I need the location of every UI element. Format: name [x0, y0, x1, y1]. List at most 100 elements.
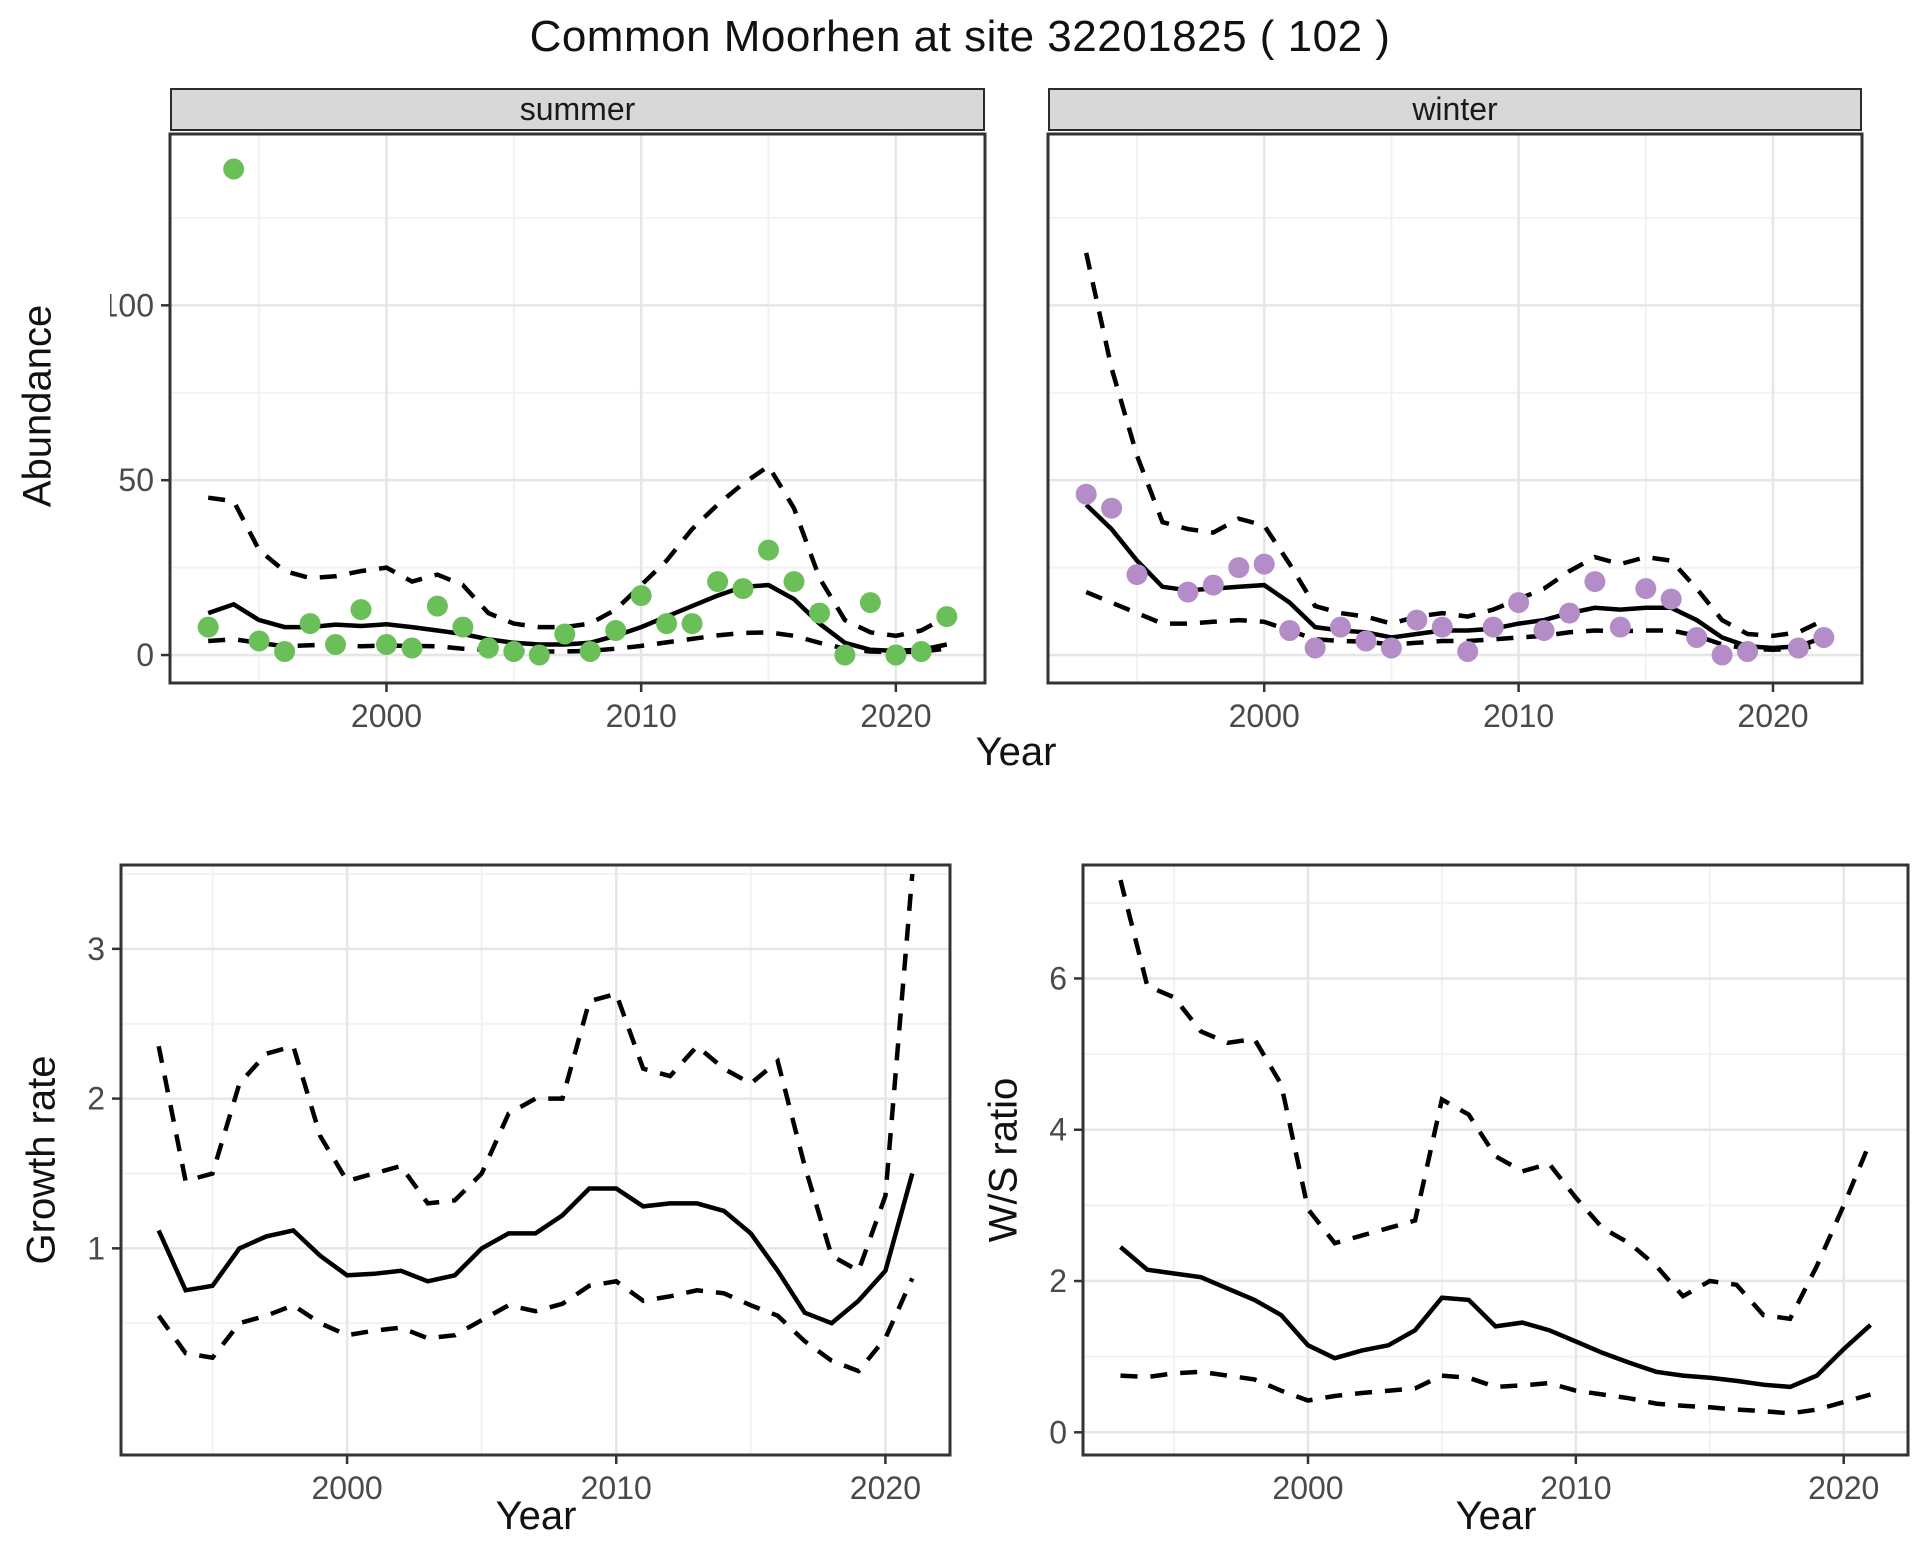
x-tick-label: 2010: [1483, 698, 1554, 734]
data-point: [1533, 620, 1555, 641]
ws-ratio-chart: 2000 2010 2020 0 2 4 6: [1049, 863, 1910, 1506]
x-tick-label: 2010: [606, 698, 677, 734]
x-tick-label: 2020: [1737, 698, 1808, 734]
data-point: [1075, 483, 1097, 505]
series-group: [1075, 252, 1835, 666]
x-tick-label: 2000: [312, 1470, 383, 1506]
data-point: [325, 634, 346, 655]
data-point: [656, 613, 678, 635]
data-point: [299, 613, 321, 635]
data-point: [503, 641, 525, 662]
x-tick-label: 2020: [860, 698, 931, 734]
panel-border: [168, 132, 987, 685]
data-point: [1584, 571, 1606, 593]
data-point: [707, 571, 729, 593]
data-point: [1559, 602, 1580, 624]
y-tick-label: 50: [118, 462, 154, 498]
data-point: [1660, 588, 1682, 610]
panel-background: [1048, 134, 1862, 683]
data-point: [859, 592, 881, 614]
panel-background: [121, 865, 950, 1455]
data-point: [1330, 616, 1351, 638]
ci-lower-line: [1120, 1369, 1872, 1416]
data-point: [1813, 627, 1835, 648]
data-point: [936, 606, 958, 628]
data-point: [426, 595, 448, 617]
x-tick-label: 2010: [581, 1470, 652, 1506]
facet-strip-summer: summer: [170, 88, 985, 131]
figure-title: Common Moorhen at site 32201825 ( 102 ): [529, 12, 1391, 61]
growth-rate-chart: 2000 2010 2020 1 2 3: [87, 863, 952, 1506]
data-point: [376, 634, 397, 655]
data-point: [1482, 616, 1504, 638]
y-axis-title-growth-rate: Growth rate: [19, 1055, 64, 1265]
data-point: [274, 641, 296, 662]
series-group: [1118, 879, 1873, 1416]
data-point: [1202, 574, 1224, 596]
y-tick-label: 1: [87, 1230, 105, 1266]
data-point: [528, 644, 550, 666]
data-point: [809, 602, 830, 624]
x-axis-title-year-growth: Year: [495, 1494, 577, 1538]
x-tick-label: 2010: [1540, 1470, 1611, 1506]
data-point: [452, 616, 474, 638]
y-tick-label: 4: [1049, 1112, 1067, 1148]
data-point: [1228, 557, 1250, 579]
x-axis-title-year-top: Year: [975, 730, 1057, 774]
panel-background: [170, 134, 985, 683]
data-point: [223, 158, 245, 180]
data-point: [1686, 627, 1708, 648]
data-point: [1711, 644, 1733, 666]
data-point: [1253, 553, 1275, 575]
ci-upper-line: [156, 873, 915, 1275]
data-point: [1431, 616, 1453, 638]
panel-background: [1083, 865, 1908, 1455]
data-point: [1406, 609, 1428, 631]
data-point: [197, 616, 219, 638]
ci-lower-line: [156, 1277, 915, 1374]
data-point: [758, 539, 779, 561]
mean-line: [1119, 1245, 1873, 1390]
series-group: [156, 873, 915, 1374]
x-tick-label: 2000: [1272, 1470, 1343, 1506]
ci-lower-line: [1085, 590, 1825, 653]
series-group: [197, 158, 958, 666]
x-axis-title-year-ws: Year: [1455, 1494, 1537, 1538]
mean-line: [156, 1172, 915, 1326]
data-point: [1609, 616, 1631, 638]
data-point: [1355, 630, 1377, 652]
y-tick-label: 0: [1049, 1414, 1067, 1450]
panel-border: [1081, 863, 1910, 1457]
y-tick-label: 3: [87, 931, 105, 967]
data-point: [834, 644, 856, 666]
data-point: [350, 599, 372, 621]
data-point: [477, 637, 499, 659]
data-point: [1101, 497, 1123, 519]
y-tick-label: 6: [1049, 961, 1067, 997]
y-tick-label: 2: [87, 1081, 105, 1117]
ci-upper-line: [207, 462, 948, 639]
data-point: [681, 613, 703, 635]
panel-border: [119, 863, 952, 1457]
data-point: [1508, 592, 1530, 614]
data-point: [1787, 637, 1809, 659]
data-point: [1737, 641, 1758, 662]
data-point: [401, 637, 423, 659]
y-axis-title-ws-ratio: W/S ratio: [981, 1077, 1026, 1243]
x-tick-label: 2000: [1229, 698, 1300, 734]
winter-abundance-chart: 2000 2010 2020: [1046, 132, 1864, 734]
data-point: [783, 571, 805, 593]
x-tick-label: 2000: [351, 698, 422, 734]
x-tick-label: 2020: [850, 1470, 921, 1506]
data-point: [1279, 620, 1301, 641]
y-tick-label: 100: [110, 287, 154, 323]
data-point: [605, 620, 627, 641]
ci-upper-line: [1084, 252, 1825, 639]
y-tick-label: 2: [1049, 1263, 1067, 1299]
data-point: [1304, 637, 1326, 659]
data-point: [1635, 578, 1657, 600]
y-axis-title-abundance: Abundance: [15, 304, 60, 508]
data-point: [1177, 581, 1199, 603]
mean-line: [207, 582, 948, 654]
